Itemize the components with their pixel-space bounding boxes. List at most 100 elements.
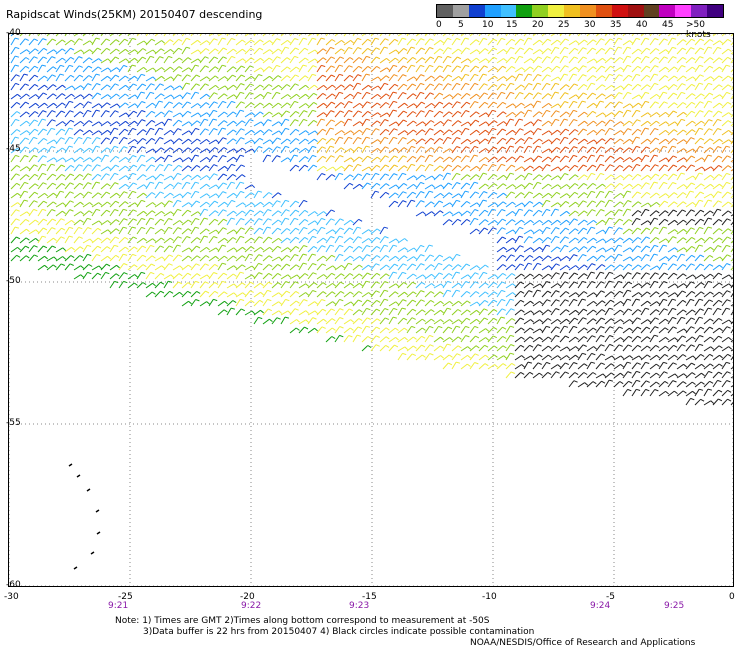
wind-barb xyxy=(316,74,323,82)
wind-barb xyxy=(154,127,160,136)
wind-barb xyxy=(172,281,179,289)
wind-barb xyxy=(109,93,117,100)
wind-barb xyxy=(568,228,576,235)
wind-barb xyxy=(19,65,26,73)
wind-barb-tick xyxy=(294,55,299,59)
wind-barb-tick xyxy=(258,146,263,149)
wind-barb-tick xyxy=(26,130,31,134)
wind-barb xyxy=(352,110,359,118)
wind-barb xyxy=(676,111,684,118)
wind-barb-tick xyxy=(539,229,543,233)
wind-barb xyxy=(433,34,437,37)
wind-barb-tick xyxy=(573,100,578,104)
wind-barb xyxy=(604,238,612,244)
wind-barb-tick xyxy=(376,318,381,322)
wind-barb-tick xyxy=(421,57,426,61)
wind-barb xyxy=(487,183,495,190)
wind-barb-tick xyxy=(259,210,264,214)
wind-barb xyxy=(136,138,144,145)
wind-barb-tick xyxy=(358,65,363,69)
wind-barb-tick xyxy=(691,182,696,186)
wind-barb-tick xyxy=(620,193,624,197)
wind-barb xyxy=(451,56,458,64)
wind-barb xyxy=(91,164,98,172)
wind-barb-tick xyxy=(303,245,308,248)
wind-barb xyxy=(316,263,323,271)
wind-barb-tick xyxy=(258,254,263,257)
wind-barb xyxy=(226,200,233,208)
wind-barb-tick xyxy=(34,65,39,69)
wind-barb-tick xyxy=(365,145,371,148)
wind-barb-tick xyxy=(323,102,327,107)
wind-barb xyxy=(55,65,61,73)
wind-barb-tick xyxy=(529,47,534,51)
wind-barb xyxy=(469,119,476,127)
wind-barb xyxy=(46,201,54,208)
wind-barb xyxy=(361,308,367,316)
wind-barb-tick xyxy=(322,92,327,96)
wind-barb xyxy=(397,282,405,289)
wind-barb-tick xyxy=(464,37,470,40)
wind-barb-tick xyxy=(141,110,146,113)
wind-barb-tick xyxy=(15,209,20,212)
wind-barb xyxy=(298,57,306,64)
wind-barb xyxy=(172,227,179,235)
wind-barb-tick xyxy=(312,290,317,293)
wind-barb-tick xyxy=(87,217,92,220)
wind-barb xyxy=(496,236,503,244)
wind-barb xyxy=(424,75,432,82)
wind-barb-tick xyxy=(224,85,229,90)
wind-barb-tick xyxy=(259,227,264,231)
wind-barb xyxy=(280,247,288,253)
wind-barb-tick xyxy=(152,49,157,54)
wind-barb-tick xyxy=(628,74,633,78)
wind-barb-tick xyxy=(269,49,274,53)
wind-barb xyxy=(325,209,332,217)
wind-barb xyxy=(478,219,486,226)
wind-barb-tick xyxy=(465,64,470,67)
wind-barb xyxy=(199,301,207,307)
wind-barb xyxy=(505,47,512,55)
wind-barb-tick xyxy=(384,38,389,41)
wind-barb xyxy=(685,164,692,172)
wind-barb-tick xyxy=(25,111,30,115)
wind-barb-tick xyxy=(637,128,642,132)
wind-barb xyxy=(541,38,548,46)
wind-barb-tick xyxy=(384,289,389,292)
wind-barb-tick xyxy=(647,138,651,143)
wind-barb-tick xyxy=(350,157,355,161)
wind-barb-tick xyxy=(268,192,273,195)
wind-barb-tick xyxy=(222,262,227,265)
wind-barb-tick xyxy=(439,291,444,295)
wind-barb-tick xyxy=(348,164,354,168)
wind-barb xyxy=(379,264,387,271)
wind-barb xyxy=(568,309,576,316)
wind-barb-tick xyxy=(123,218,128,221)
wind-barb xyxy=(640,65,647,73)
wind-barb-tick xyxy=(304,218,309,222)
wind-barb-tick xyxy=(33,208,38,212)
wind-barb xyxy=(514,38,521,46)
wind-barb xyxy=(595,219,603,226)
wind-barb xyxy=(649,291,657,298)
wind-barb xyxy=(730,321,733,325)
wind-barb xyxy=(685,309,693,316)
wind-barb-tick xyxy=(152,175,157,179)
wind-barb-tick xyxy=(232,66,237,70)
wind-barb-tick xyxy=(673,173,678,177)
wind-barb-tick xyxy=(691,120,696,124)
wind-barb xyxy=(136,218,142,226)
wind-barb-tick xyxy=(114,172,119,176)
wind-barb-tick xyxy=(564,38,570,42)
wind-barb-tick xyxy=(350,40,354,44)
wind-barb-tick xyxy=(492,163,497,167)
wind-barb xyxy=(334,130,342,136)
wind-barb xyxy=(622,247,631,253)
wind-barb-tick xyxy=(653,253,659,256)
wind-barb xyxy=(172,138,180,145)
wind-barb xyxy=(334,227,341,235)
wind-barb-tick xyxy=(484,101,489,105)
wind-barb-tick xyxy=(197,103,201,107)
wind-barb-tick xyxy=(357,236,362,239)
wind-barb-tick xyxy=(269,247,273,251)
